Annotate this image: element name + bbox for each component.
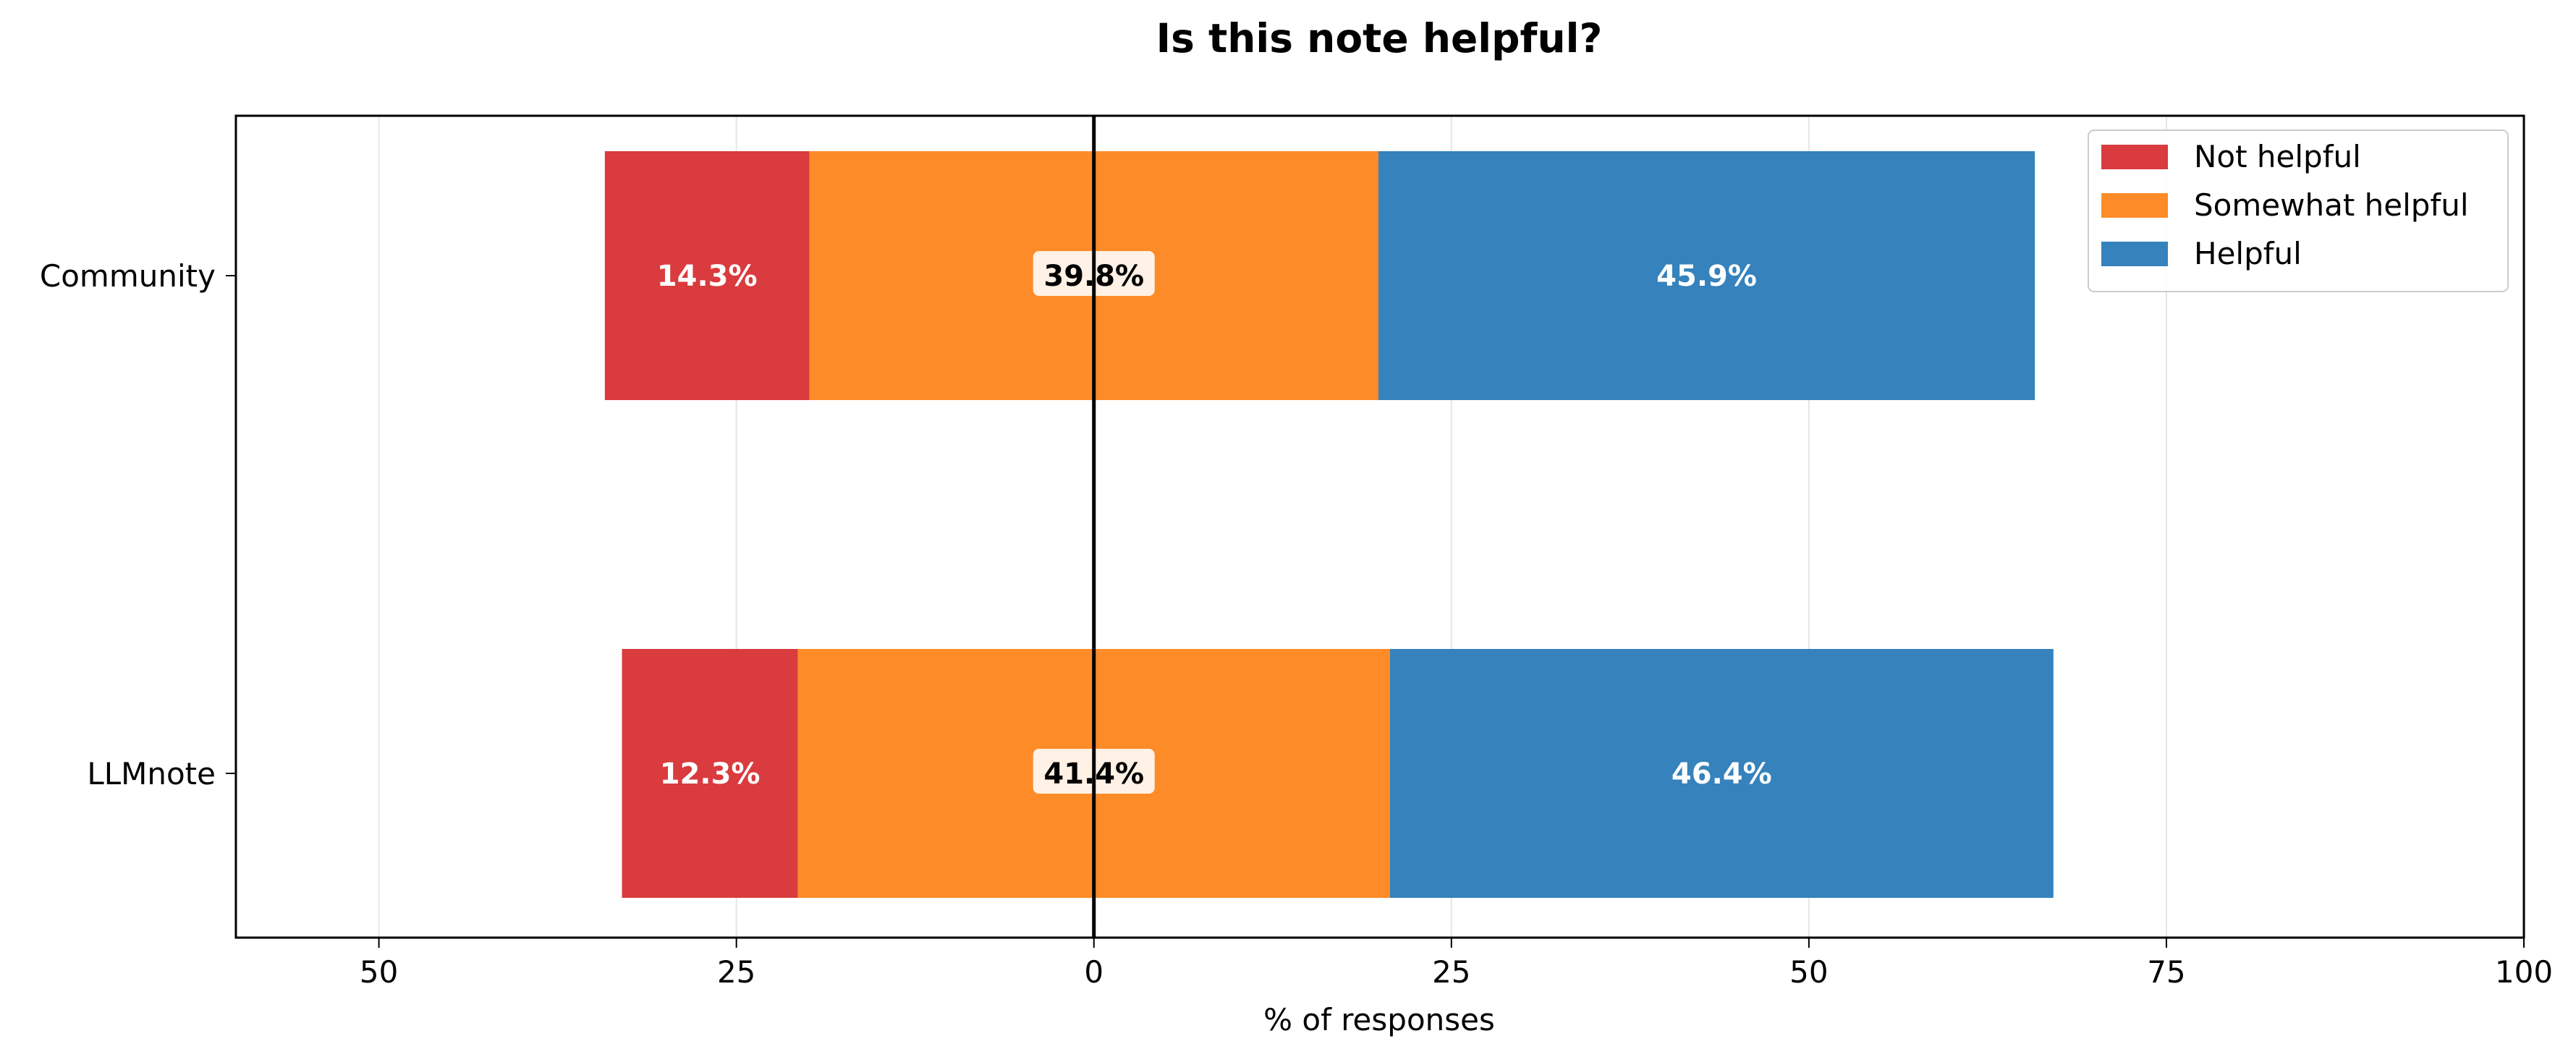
chart-title: Is this note helpful? [1156,15,1603,61]
x-tick-label: 50 [360,954,398,990]
x-tick-label: 100 [2495,954,2553,990]
legend-frame [2088,130,2509,292]
legend-swatch [2101,145,2168,169]
data-label: 14.3% [657,260,758,293]
x-tick-label: 0 [1084,954,1103,990]
bars: 14.3% 39.8% 45.9%12.3% 41.4% 46.4% [604,151,2054,898]
legend-label: Not helpful [2194,139,2361,174]
legend-label: Helpful [2194,236,2302,271]
x-tick-label: 25 [717,954,755,990]
x-tick-label: 75 [2147,954,2185,990]
legend: Not helpful Somewhat helpful Helpful [2088,130,2509,292]
legend-swatch [2101,193,2168,218]
bar-community-helpful [1378,151,2035,400]
data-label: 45.9% [1656,260,1757,293]
plot-frame [234,114,2525,939]
legend-swatch [2101,242,2168,266]
legend-label: Somewhat helpful [2194,187,2469,223]
bar-community-not-helpful [604,151,810,400]
data-label: 46.4% [1672,757,1772,791]
x-tick-label: 25 [1432,954,1470,990]
x-axis-label: % of responses [1263,1002,1495,1037]
y-tick-label: Community [40,258,216,294]
bar-llmnote-helpful [1389,649,2054,898]
data-label: 12.3% [660,757,760,791]
x-tick-label: 50 [1789,954,1828,990]
y-tick-label: LLMnote [87,756,216,791]
bar-llmnote-not-helpful [622,649,798,898]
x-axis-ticks: 50 25 0 25 50 75 100 [360,938,2553,990]
y-axis-ticks: Community LLMnote [40,258,236,791]
